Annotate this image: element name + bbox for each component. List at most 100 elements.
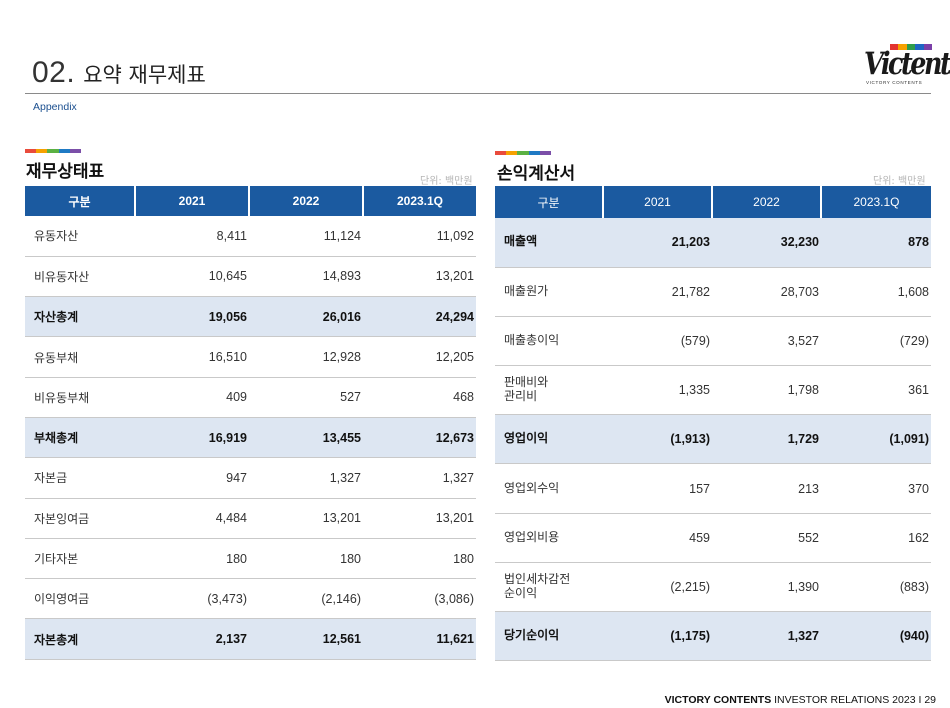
footer-separator: I — [918, 694, 922, 706]
column-header: 구분 — [25, 186, 135, 216]
value-2021: 459 — [603, 513, 712, 563]
accent-segment — [69, 149, 82, 153]
value-2021: (579) — [603, 316, 712, 367]
value-2022: 1,327 — [249, 457, 363, 499]
row-label: 자산총계 — [25, 296, 135, 338]
row-label: 매출액 — [495, 218, 603, 268]
value-2021: 1,335 — [603, 365, 712, 416]
table-row: 영업이익 (1,913) 1,729 (1,091) — [495, 414, 931, 465]
accent-segment — [47, 149, 59, 153]
balance-sheet-title: 재무상태표 — [26, 162, 105, 182]
value-2022: 28,703 — [712, 267, 821, 317]
value-2021: (1,913) — [603, 414, 712, 465]
footer-text: INVESTOR RELATIONS 2023 — [774, 694, 916, 706]
logo-color-bars — [890, 44, 933, 50]
value-2022: 213 — [712, 463, 821, 514]
table-row: 유동부채 16,510 12,928 12,205 — [25, 336, 476, 378]
table-row: 법인세차감전 순이익 (2,215) 1,390 (883) — [495, 562, 931, 613]
row-label: 자본총계 — [25, 618, 135, 660]
accent-segment — [506, 151, 518, 155]
table-row: 영업외수익 157 213 370 — [495, 463, 931, 514]
value-2023q1: 468 — [363, 377, 476, 418]
table-row: 자산총계 19,056 26,016 24,294 — [25, 296, 476, 338]
value-2021: 4,484 — [135, 498, 249, 539]
table-row: 자본총계 2,137 12,561 11,621 — [25, 618, 476, 660]
page-number: 29 — [924, 694, 936, 706]
value-2022: 552 — [712, 513, 821, 563]
table-row: 자본잉여금 4,484 13,201 13,201 — [25, 498, 476, 539]
row-label: 법인세차감전 순이익 — [495, 562, 603, 613]
value-2023q1: 1,327 — [363, 457, 476, 499]
row-label: 영업외비용 — [495, 513, 603, 563]
value-2021: (3,473) — [135, 578, 249, 620]
income-statement-title: 손익계산서 — [497, 164, 576, 184]
row-label: 매출원가 — [495, 267, 603, 317]
value-2022: 3,527 — [712, 316, 821, 367]
value-2023q1: 361 — [821, 365, 931, 416]
accent-segment — [36, 149, 48, 153]
row-label: 기타자본 — [25, 538, 135, 580]
value-2021: 16,919 — [135, 417, 249, 459]
column-header: 2021 — [602, 186, 712, 218]
column-header: 2022 — [248, 186, 363, 216]
value-2022: 1,729 — [712, 414, 821, 465]
page-subtitle: Appendix — [33, 101, 77, 113]
accent-segment — [495, 151, 507, 155]
table-row: 부채총계 16,919 13,455 12,673 — [25, 417, 476, 459]
row-label: 이익영여금 — [25, 578, 135, 620]
row-label: 유동부채 — [25, 336, 135, 378]
table-row: 당기순이익 (1,175) 1,327 (940) — [495, 611, 931, 662]
value-2021: 21,203 — [603, 218, 712, 268]
value-2022: 1,390 — [712, 562, 821, 613]
table-row: 영업외비용 459 552 162 — [495, 513, 931, 563]
accent-segment — [528, 151, 540, 155]
row-label: 영업이익 — [495, 414, 603, 465]
income-statement-body: 매출액 21,203 32,230 878 매출원가 21,782 28,703 1,608 매… — [495, 218, 931, 662]
value-2021: 157 — [603, 463, 712, 514]
value-2022: 1,327 — [712, 611, 821, 662]
accent-segment — [25, 149, 37, 153]
value-2022: 11,124 — [249, 216, 363, 257]
value-2023q1: (940) — [821, 611, 931, 662]
column-header: 2023.1Q — [362, 186, 476, 216]
value-2023q1: 12,673 — [363, 417, 476, 459]
table-row: 자본금 947 1,327 1,327 — [25, 457, 476, 499]
value-2022: 180 — [249, 538, 363, 580]
value-2022: 13,455 — [249, 417, 363, 459]
value-2022: (2,146) — [249, 578, 363, 620]
balance-sheet-unit: 단위: 백만원 — [420, 176, 473, 187]
value-2023q1: (1,091) — [821, 414, 931, 465]
balance-sheet-table: 구분 2021 2022 2023.1Q 유동자산 8,411 11,124 11,0… — [25, 186, 476, 660]
page-title: 02. 요약 재무제표 — [32, 56, 206, 92]
logo-bar — [915, 44, 924, 50]
value-2023q1: (729) — [821, 316, 931, 367]
value-2023q1: 13,201 — [363, 256, 476, 298]
row-label: 판매비와 관리비 — [495, 365, 603, 416]
value-2023q1: 180 — [363, 538, 476, 580]
value-2023q1: 24,294 — [363, 296, 476, 338]
value-2021: 19,056 — [135, 296, 249, 338]
row-label: 부채총계 — [25, 417, 135, 459]
column-header: 2023.1Q — [820, 186, 931, 218]
accent-segment — [58, 149, 70, 153]
value-2021: 947 — [135, 457, 249, 499]
value-2023q1: 162 — [821, 513, 931, 563]
row-label: 비유동자산 — [25, 256, 135, 298]
value-2021: 8,411 — [135, 216, 249, 257]
value-2021: 180 — [135, 538, 249, 580]
value-2023q1: (883) — [821, 562, 931, 613]
income-statement-table: 구분 2021 2022 2023.1Q 매출액 21,203 32,230 878 매… — [495, 186, 931, 662]
table-row: 매출액 21,203 32,230 878 — [495, 218, 931, 268]
accent-color-bar — [495, 151, 552, 155]
logo-bar — [890, 44, 899, 50]
value-2023q1: 12,205 — [363, 336, 476, 378]
value-2023q1: 13,201 — [363, 498, 476, 539]
section-number: 02. — [32, 56, 76, 89]
table-row: 매출원가 21,782 28,703 1,608 — [495, 267, 931, 317]
value-2021: 16,510 — [135, 336, 249, 378]
company-logo: Victents VICTORY CONTENTS — [862, 44, 950, 90]
income-statement-unit: 단위: 백만원 — [873, 176, 926, 187]
value-2022: 527 — [249, 377, 363, 418]
accent-segment — [517, 151, 529, 155]
section-title: 요약 재무제표 — [83, 63, 206, 87]
